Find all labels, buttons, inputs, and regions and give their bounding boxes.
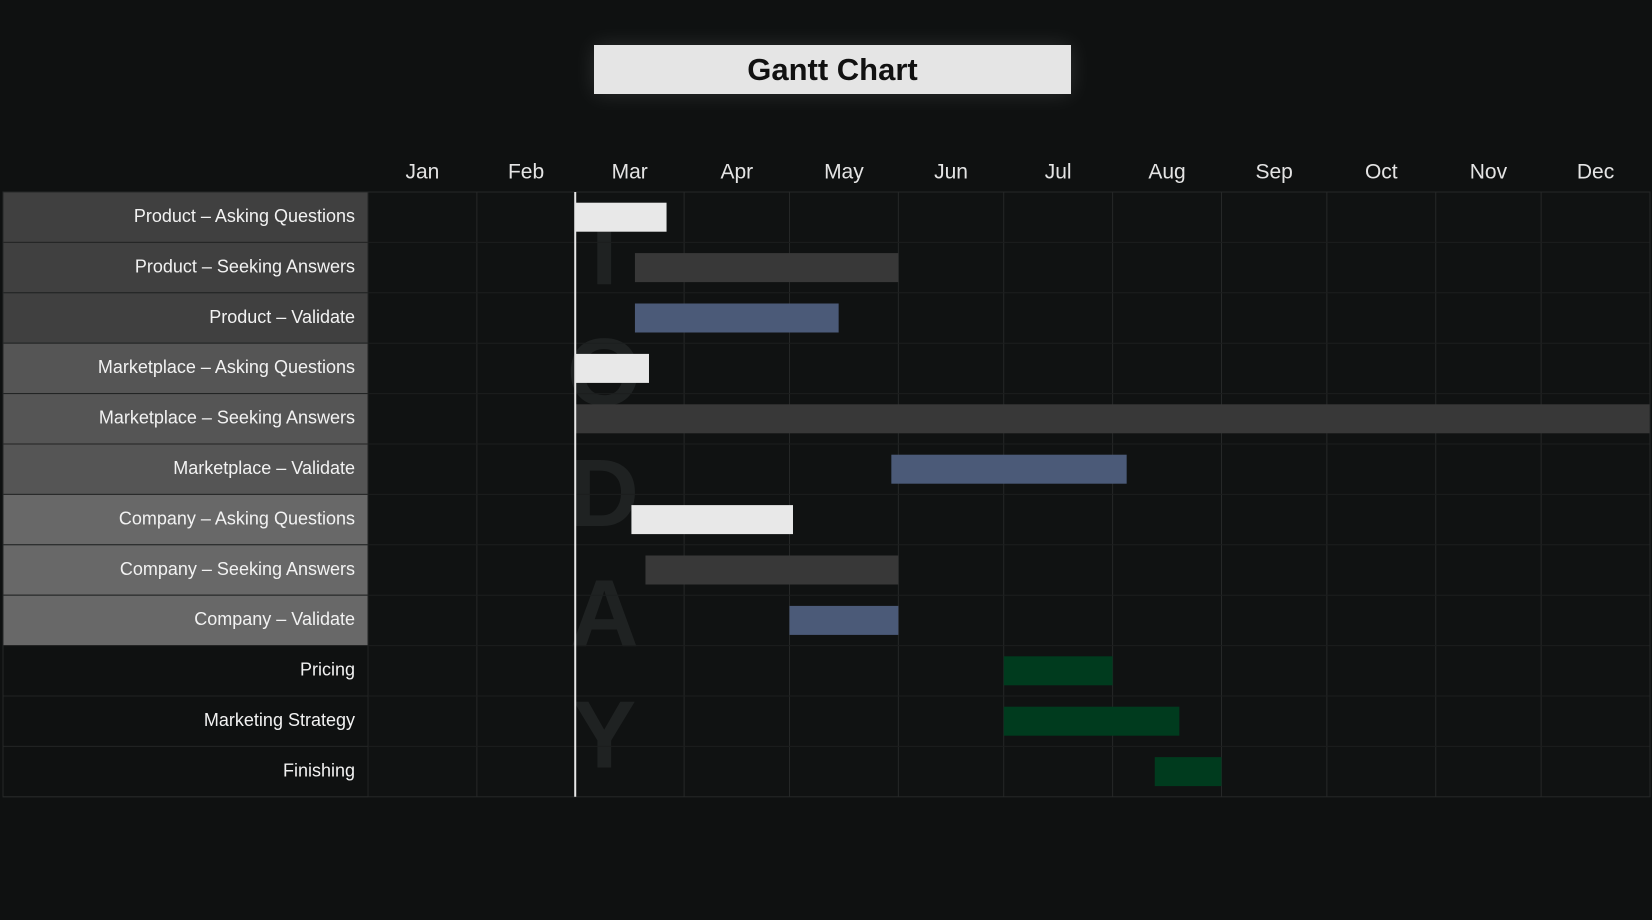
task-bar bbox=[634, 303, 839, 333]
today-watermark-letter: Y bbox=[572, 682, 636, 789]
task-label-cell bbox=[2, 645, 369, 697]
task-label-cell bbox=[2, 745, 369, 798]
task-label: Company – Asking Questions bbox=[119, 508, 355, 528]
task-label-cell bbox=[2, 443, 369, 495]
task-label-cell bbox=[2, 594, 369, 647]
task-label-cell bbox=[2, 493, 369, 546]
today-watermark-letter: A bbox=[570, 561, 639, 668]
month-label: Apr bbox=[720, 161, 753, 184]
month-label: Aug bbox=[1148, 161, 1185, 184]
task-label: Marketplace – Asking Questions bbox=[98, 357, 355, 377]
task-label-cell bbox=[2, 695, 369, 747]
task-bar bbox=[891, 454, 1127, 484]
task-bar bbox=[634, 253, 899, 283]
month-label: Jul bbox=[1045, 161, 1072, 184]
month-label: Jan bbox=[406, 161, 440, 184]
task-label: Company – Validate bbox=[194, 609, 355, 629]
month-label: Nov bbox=[1470, 161, 1508, 184]
chart-border bbox=[2, 191, 1651, 798]
task-label: Product – Seeking Answers bbox=[135, 256, 355, 276]
today-watermark-letter: D bbox=[570, 440, 639, 547]
task-bar bbox=[631, 505, 793, 535]
chart-title: Gantt Chart bbox=[747, 51, 918, 87]
task-label: Marketplace – Validate bbox=[173, 458, 355, 478]
month-label: Sep bbox=[1255, 161, 1292, 184]
month-label: Mar bbox=[612, 161, 648, 184]
chart-title-box: Gantt Chart bbox=[594, 45, 1071, 94]
month-label: Dec bbox=[1577, 161, 1614, 184]
task-label-cell bbox=[2, 191, 369, 243]
task-label-cell bbox=[2, 544, 369, 596]
month-label: Oct bbox=[1365, 161, 1398, 184]
task-bar bbox=[575, 353, 649, 383]
month-label: May bbox=[824, 161, 864, 184]
task-label: Product – Asking Questions bbox=[134, 206, 355, 226]
task-label-cell bbox=[2, 393, 369, 445]
task-bar bbox=[1003, 706, 1180, 736]
task-label: Pricing bbox=[300, 660, 355, 680]
task-label: Marketing Strategy bbox=[204, 710, 355, 730]
task-bar bbox=[789, 605, 899, 635]
month-label: Feb bbox=[508, 161, 544, 184]
task-label-cell bbox=[2, 292, 369, 344]
task-bar bbox=[1154, 757, 1222, 787]
task-bar bbox=[1003, 656, 1113, 686]
task-bar bbox=[645, 555, 899, 585]
task-label: Finishing bbox=[283, 760, 355, 780]
task-label: Marketplace – Seeking Answers bbox=[99, 408, 355, 428]
task-bar bbox=[575, 404, 1650, 434]
task-label: Product – Validate bbox=[209, 307, 355, 327]
task-label: Company – Seeking Answers bbox=[120, 559, 355, 579]
task-bar bbox=[575, 202, 667, 232]
month-label: Jun bbox=[934, 161, 968, 184]
task-label-cell bbox=[2, 342, 369, 395]
